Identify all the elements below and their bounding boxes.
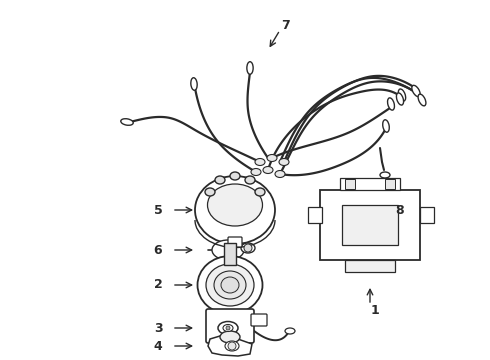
FancyBboxPatch shape	[340, 178, 400, 190]
Text: 5: 5	[154, 203, 162, 216]
Ellipse shape	[206, 264, 254, 306]
Ellipse shape	[255, 158, 265, 166]
Ellipse shape	[223, 324, 233, 332]
FancyBboxPatch shape	[251, 314, 267, 326]
FancyBboxPatch shape	[385, 179, 395, 189]
FancyBboxPatch shape	[228, 237, 242, 247]
Circle shape	[226, 326, 230, 330]
Ellipse shape	[388, 98, 394, 110]
Ellipse shape	[245, 176, 255, 184]
Ellipse shape	[279, 158, 289, 166]
Ellipse shape	[263, 166, 273, 174]
Ellipse shape	[220, 331, 240, 343]
Ellipse shape	[398, 89, 406, 101]
Ellipse shape	[285, 328, 295, 334]
Text: 3: 3	[154, 321, 162, 334]
Ellipse shape	[255, 188, 265, 196]
Ellipse shape	[195, 176, 275, 244]
Ellipse shape	[207, 184, 263, 226]
Circle shape	[244, 244, 252, 252]
Ellipse shape	[251, 168, 261, 176]
FancyBboxPatch shape	[206, 309, 254, 343]
Ellipse shape	[197, 256, 263, 314]
Text: 4: 4	[154, 339, 162, 352]
Ellipse shape	[205, 188, 215, 196]
FancyBboxPatch shape	[320, 190, 420, 260]
FancyBboxPatch shape	[345, 260, 395, 272]
Polygon shape	[208, 336, 252, 356]
FancyBboxPatch shape	[420, 207, 434, 223]
FancyBboxPatch shape	[342, 205, 398, 245]
Ellipse shape	[121, 119, 133, 125]
Ellipse shape	[191, 78, 197, 90]
Text: 6: 6	[154, 243, 162, 257]
Ellipse shape	[221, 277, 239, 293]
Text: 1: 1	[370, 303, 379, 316]
Circle shape	[228, 342, 236, 350]
Ellipse shape	[218, 321, 238, 334]
Ellipse shape	[225, 341, 239, 351]
Ellipse shape	[241, 243, 255, 253]
Ellipse shape	[247, 62, 253, 74]
Ellipse shape	[383, 185, 391, 190]
Ellipse shape	[383, 120, 389, 132]
FancyBboxPatch shape	[224, 243, 236, 265]
FancyBboxPatch shape	[345, 179, 355, 189]
Ellipse shape	[267, 154, 277, 162]
Ellipse shape	[396, 93, 404, 105]
Ellipse shape	[230, 172, 240, 180]
FancyBboxPatch shape	[308, 207, 322, 223]
Text: 8: 8	[396, 203, 404, 216]
Ellipse shape	[215, 176, 225, 184]
Ellipse shape	[380, 172, 390, 178]
Ellipse shape	[212, 240, 244, 260]
Ellipse shape	[418, 94, 426, 106]
Ellipse shape	[214, 271, 246, 299]
Ellipse shape	[275, 171, 285, 177]
Text: 2: 2	[154, 279, 162, 292]
Ellipse shape	[412, 85, 420, 97]
Text: 7: 7	[281, 18, 290, 32]
